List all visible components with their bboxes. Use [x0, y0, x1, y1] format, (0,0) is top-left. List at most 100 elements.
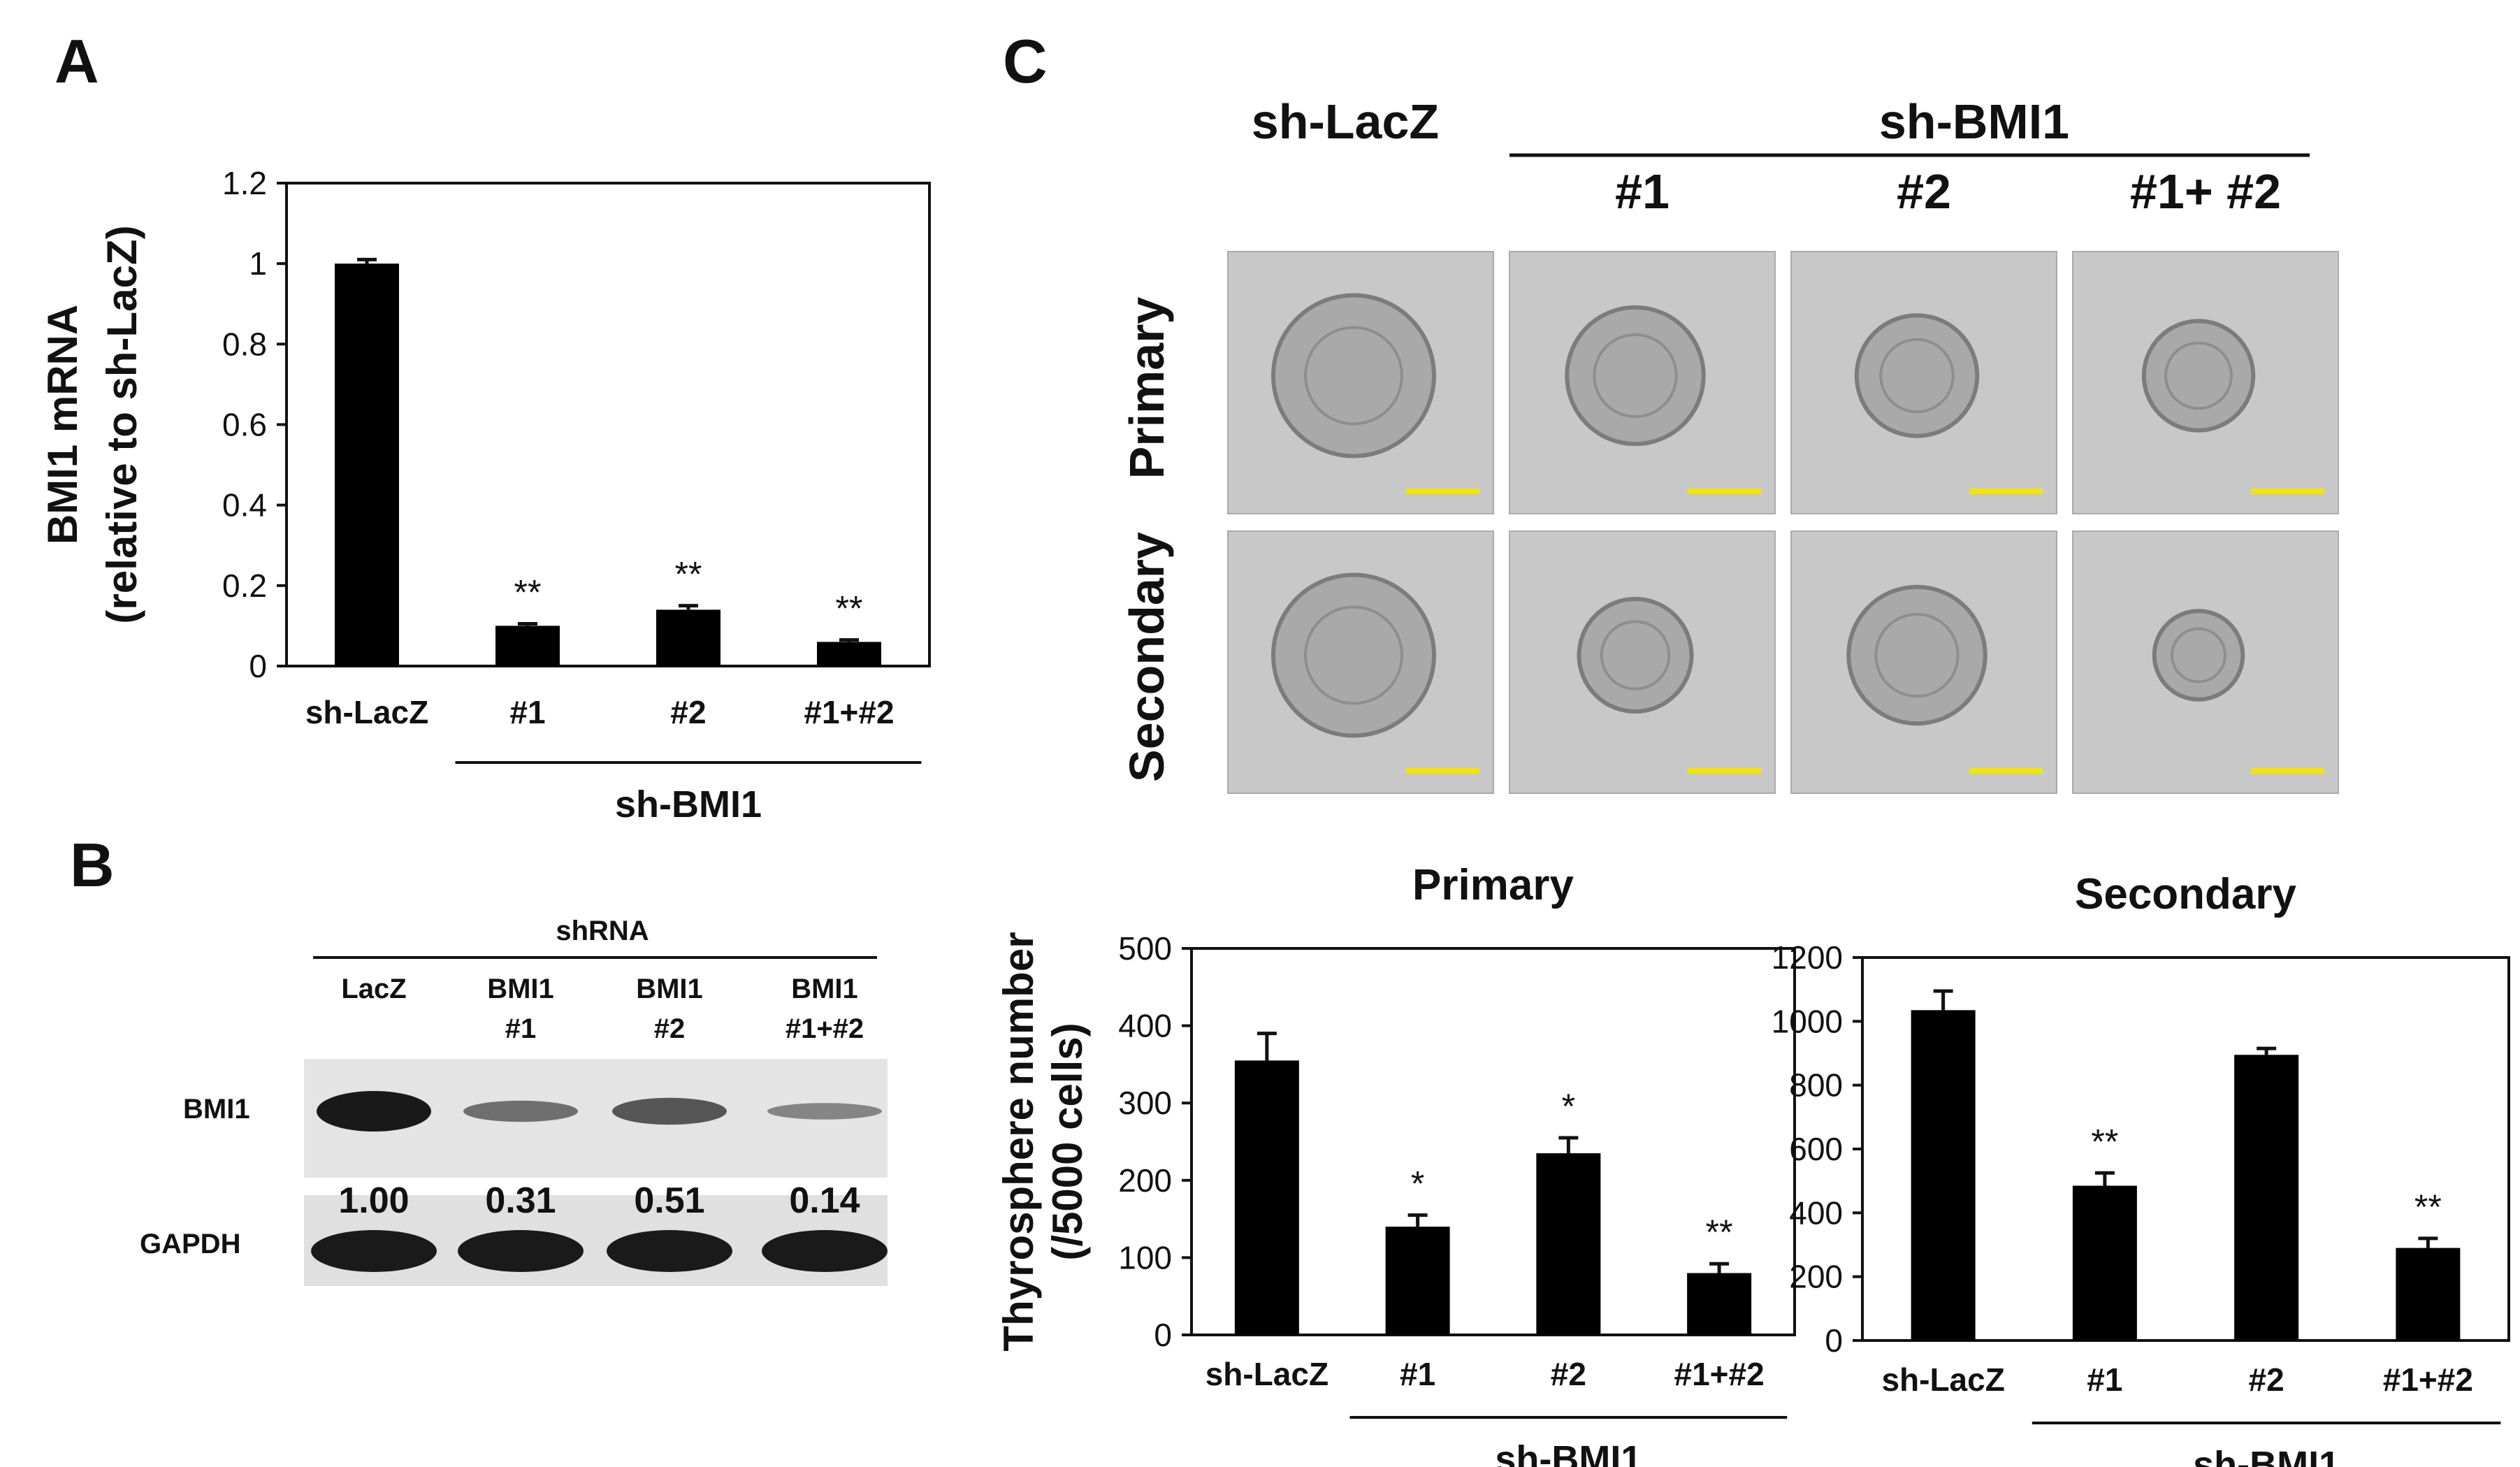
- category-label-1: #1: [2087, 1361, 2122, 1398]
- bmi1-band-0: [317, 1091, 431, 1132]
- y-tick-label: 200: [1118, 1162, 1172, 1199]
- bar-1: [2072, 1185, 2137, 1340]
- panel-letter-c: C: [1003, 27, 1048, 96]
- blot-quantification: 1.00 0.31 0.51 0.14: [338, 1180, 860, 1221]
- y-tick-label: 400: [1789, 1194, 1843, 1231]
- significance-3: **: [2414, 1187, 2442, 1227]
- y-axis-label-line2: (relative to sh-LacZ): [99, 225, 145, 623]
- thyrosphere-texture: [1874, 612, 1960, 698]
- y-tick-label: 200: [1789, 1259, 1843, 1295]
- bmi1-band-1: [463, 1100, 578, 1122]
- micro-row-label-primary: Primary: [1120, 297, 1174, 479]
- plot-frame: [1190, 947, 1796, 1336]
- band-label-gapdh: GAPDH: [140, 1229, 240, 1259]
- gapdh-band-2: [607, 1230, 732, 1272]
- micrograph-grid: sh-LacZ sh-BMI1 #1 #2 #1+ #2 Primary Secon…: [1120, 94, 2339, 794]
- quant-value-3: 0.14: [789, 1180, 860, 1221]
- lane-label-1: BMI1: [487, 974, 554, 1004]
- significance-1: **: [2091, 1122, 2118, 1161]
- significance-2: *: [1562, 1087, 1575, 1126]
- bar-0: [1234, 1060, 1299, 1335]
- band-label-bmi1: BMI1: [183, 1094, 250, 1125]
- lane-label-3: BMI1: [791, 974, 858, 1004]
- bar-0: [1911, 1010, 1976, 1340]
- significance-1: *: [1411, 1164, 1424, 1204]
- bar-3: [2396, 1248, 2461, 1340]
- y-tick-label: 0.8: [222, 326, 267, 362]
- y-tick-label: 0.2: [222, 568, 267, 604]
- y-tick-label: 0.4: [222, 487, 267, 523]
- quant-value-1: 0.31: [485, 1180, 556, 1221]
- thyrosphere-texture: [1600, 620, 1671, 691]
- category-label-3: #1+#2: [1674, 1356, 1765, 1392]
- category-label-2: #2: [2249, 1361, 2284, 1398]
- group-label: sh-BMI1: [2193, 1444, 2340, 1467]
- group-label: sh-BMI1: [615, 783, 762, 825]
- chart-title: Primary: [1412, 861, 1574, 909]
- y-tick-label: 0: [1154, 1317, 1172, 1353]
- bar-chart-secondary: 0 200 400 600 800 1000 1200 sh-LacZ ** #1 #2 ** #1+#…: [1772, 870, 2510, 1467]
- category-label-2: #2: [670, 694, 706, 730]
- bmi1-band-3: [767, 1103, 882, 1120]
- category-label-3: #1+#2: [2383, 1361, 2473, 1398]
- micro-tiles: [1227, 251, 2339, 794]
- thyrosphere-texture: [1304, 326, 1403, 426]
- y-tick-label: 100: [1118, 1239, 1172, 1276]
- lane-sublabel-1: #1: [505, 1013, 537, 1044]
- panel-letter-b: B: [70, 830, 115, 899]
- gapdh-band-0: [311, 1230, 437, 1272]
- micro-group-header: sh-BMI1: [1879, 94, 2069, 149]
- significance-1: **: [514, 573, 542, 612]
- bar-3: [817, 642, 881, 666]
- quant-value-2: 0.51: [634, 1180, 704, 1221]
- y-axis-label-line1: Thyrosphere number: [995, 932, 1042, 1351]
- micro-sub-header-2: #1+ #2: [2130, 164, 2281, 219]
- bar-2: [656, 609, 720, 666]
- y-axis-label-line1: BMI1 mRNA: [39, 305, 86, 544]
- bar-chart-primary: 0 100 200 300 400 500 sh-LacZ * #1 * #2 ** #1+#2 sh-B…: [995, 861, 1796, 1467]
- thyrosphere-texture: [1304, 605, 1403, 705]
- category-label-0: sh-LacZ: [1881, 1361, 2004, 1398]
- gapdh-band-1: [458, 1230, 584, 1272]
- thyrosphere: [1271, 293, 1436, 458]
- bar-1: [495, 626, 560, 666]
- category-label-2: #2: [1551, 1356, 1586, 1392]
- y-tick-label: 600: [1789, 1131, 1843, 1167]
- thyrosphere: [1271, 572, 1436, 738]
- micro-col-header-lacz: sh-LacZ: [1252, 94, 1439, 149]
- micro-sub-headers: #1 #2 #1+ #2: [1615, 164, 2281, 219]
- y-tick-label: 500: [1118, 930, 1172, 967]
- thyrosphere: [1854, 313, 1980, 438]
- bar-1: [1385, 1227, 1450, 1335]
- micro-row-label-secondary: Secondary: [1120, 532, 1174, 782]
- y-tick-label: 0: [249, 648, 267, 684]
- thyrosphere: [2152, 609, 2245, 702]
- lane-sublabel-2: #2: [654, 1013, 686, 1044]
- chart-title: Secondary: [2075, 870, 2297, 918]
- y-tick-label: 300: [1118, 1085, 1172, 1121]
- y-tick-label: 800: [1789, 1067, 1843, 1104]
- significance-3: **: [1706, 1213, 1733, 1252]
- bar-0: [335, 263, 399, 667]
- category-label-0: sh-LacZ: [305, 694, 428, 730]
- bmi1-band-2: [612, 1097, 727, 1125]
- y-tick-label: 1200: [1772, 939, 1843, 976]
- shrna-header: shRNA: [556, 916, 649, 946]
- bar-2: [1536, 1153, 1601, 1335]
- bar-3: [1687, 1273, 1752, 1335]
- thyrosphere-texture: [2171, 627, 2226, 684]
- western-blot: shRNA LacZ BMI1 #1 BMI1 #2 BMI1 #1+#2 BMI1 GAP…: [140, 916, 888, 1286]
- lane-sublabel-3: #1+#2: [785, 1013, 864, 1044]
- y-tick-label: 1: [249, 245, 267, 282]
- bar-chart-a: 0 0.2 0.4 0.6 0.8 1 1.2 sh-LacZ ** #1 ** #2 ** #1+#2 s…: [39, 165, 931, 825]
- group-label: sh-BMI1: [1495, 1438, 1642, 1467]
- y-tick-label: 1000: [1772, 1003, 1843, 1039]
- thyrosphere-texture: [1593, 333, 1678, 419]
- gapdh-band-3: [762, 1230, 888, 1272]
- micro-sub-header-1: #2: [1897, 164, 1951, 219]
- significance-2: **: [675, 555, 702, 594]
- lane-label-0: LacZ: [341, 974, 406, 1004]
- bar-2: [2234, 1055, 2299, 1340]
- y-tick-label: 1.2: [222, 165, 267, 201]
